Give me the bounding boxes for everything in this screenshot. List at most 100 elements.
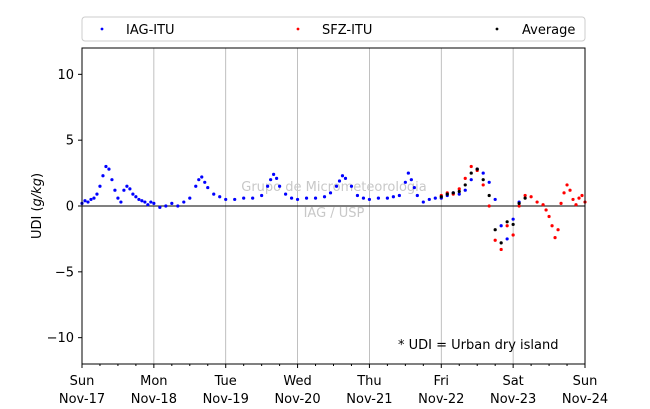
x-tick-label-day: Sun [573,374,598,389]
data-point [505,220,509,224]
x-axis: Sun Nov-17 Mon Nov-18 Tue Nov-19 Wed Nov-20 Thu N… [59,364,608,407]
data-point [406,171,410,175]
data-point [550,224,554,228]
x-tick-label-date: Nov-22 [418,392,464,407]
data-point [493,197,497,202]
data-point [403,180,407,184]
data-point [505,237,509,241]
data-point [128,187,132,191]
data-point [313,196,318,200]
x-tick-label-date: Nov-23 [490,392,536,407]
data-point [203,180,207,184]
data-point [266,184,270,188]
data-point [98,184,102,188]
data-point [463,176,467,180]
x-tick-label-date: Nov-18 [131,392,177,407]
data-point [565,183,569,187]
watermark-line-1: Grupo de Micrometeorologia [241,180,427,195]
data-point [391,195,395,199]
data-point [421,200,425,204]
data-point [451,191,455,195]
data-point [517,201,521,205]
data-point [463,183,467,187]
x-tick-label-day: Thu [356,374,381,389]
data-point [412,185,416,190]
x-tick-label-date: Nov-24 [562,392,608,407]
data-point [337,179,342,183]
data-point [385,196,389,200]
data-point [409,178,413,182]
legend-frame [81,16,586,42]
data-point [86,200,90,204]
udi-annotation: * UDI = Urban dry island [398,338,558,353]
watermark-line-2: IAG / USP [304,206,365,221]
data-point [577,196,581,200]
data-point [511,233,515,237]
data-point [574,203,578,207]
legend-label-average: Average [522,23,575,38]
data-point [251,196,255,200]
data-point [568,188,572,192]
data-point [367,197,372,202]
series-average [439,167,527,245]
data-point [176,204,180,208]
legend-marker-iag-itu [100,27,104,31]
legend-label-iag-itu: IAG-ITU [126,23,175,38]
data-point [517,204,521,208]
data-point [149,200,153,204]
data-point [122,188,126,192]
data-point [376,196,381,200]
data-point [188,196,192,200]
data-point [535,200,539,204]
x-tick-label-date: Nov-19 [203,392,249,407]
y-tick-label: 10 [57,68,74,83]
data-point [523,196,527,200]
data-point [125,184,129,188]
data-point [140,199,144,203]
data-point [134,195,138,199]
legend-marker-average [495,27,499,31]
plot-area: Grupo de Micrometeorologia IAG / USP * U… [80,47,587,365]
data-point [433,196,437,200]
data-point [131,192,135,196]
data-point [580,193,584,198]
y-tick-label: −5 [55,265,74,280]
data-point [197,178,201,182]
data-point [242,196,246,200]
x-tick-label-day: Sat [502,374,523,389]
data-point [349,184,354,188]
data-point [469,178,473,182]
data-point [469,171,473,175]
data-point [275,176,279,180]
data-point [505,224,509,228]
x-tick-label-day: Sun [70,374,95,389]
data-point [101,174,105,178]
data-point [334,184,339,188]
x-tick-label-day: Wed [283,374,311,389]
data-point [481,171,485,175]
data-point [469,164,473,169]
data-point [146,203,150,207]
data-point [457,192,461,196]
data-point [295,197,300,202]
data-points [80,164,587,252]
data-point [304,196,309,200]
data-point [457,187,461,191]
data-point [481,183,485,187]
data-point [107,167,111,171]
data-point [206,185,210,190]
data-point [200,175,204,179]
data-point [158,205,162,209]
data-point [233,197,237,202]
data-point [556,228,560,232]
data-point [427,197,431,202]
data-point [278,184,282,188]
data-point [547,214,551,219]
data-point [343,176,348,180]
data-point [182,200,186,204]
data-point [340,174,345,178]
data-point [89,197,93,202]
data-point [272,172,276,176]
data-point [113,188,117,192]
data-point [415,193,419,198]
